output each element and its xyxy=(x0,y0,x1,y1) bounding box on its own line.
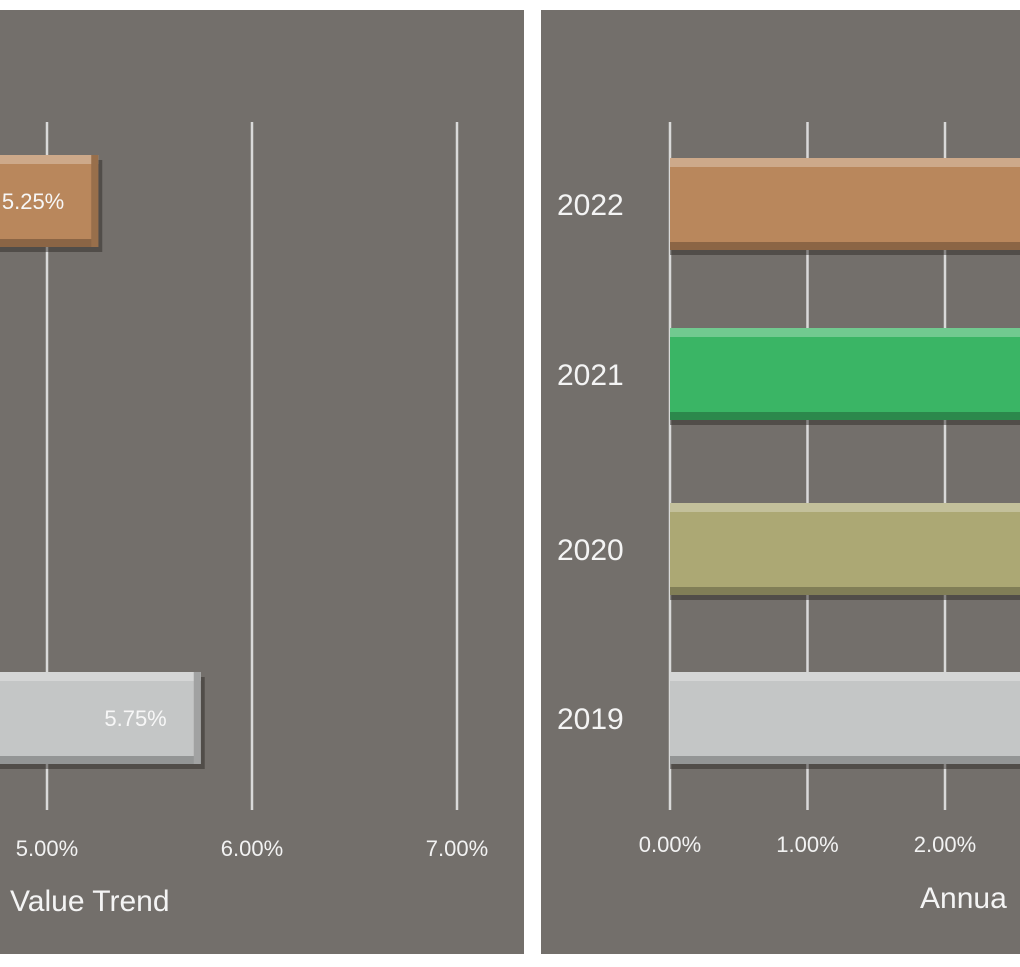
right-bar-2019 xyxy=(670,672,1020,769)
right-y-category-label: 2020 xyxy=(557,534,624,567)
left-data-label: 5.75% xyxy=(104,706,166,731)
left-chart-svg: 5.00% 6.00% 7.00% 5.25% 5.75% Value Trend xyxy=(0,122,488,918)
left-chart-panel: 5.00% 6.00% 7.00% 5.25% 5.75% Value Trend xyxy=(0,10,524,954)
left-data-label: 5.25% xyxy=(2,189,64,214)
left-x-axis-title: Value Trend xyxy=(10,885,170,918)
left-x-tick-label: 6.00% xyxy=(221,836,283,861)
right-y-category-label: 2021 xyxy=(557,359,624,392)
right-x-tick-label: 2.00% xyxy=(914,832,976,857)
right-bar-2020 xyxy=(670,503,1020,600)
left-bar-2019 xyxy=(0,672,205,769)
right-x-tick-label: 1.00% xyxy=(776,832,838,857)
right-x-axis-title: Annua xyxy=(920,882,1007,915)
right-y-category-label: 2022 xyxy=(557,189,624,222)
right-bar-2022 xyxy=(670,158,1020,255)
left-x-tick-label: 7.00% xyxy=(426,836,488,861)
right-bar-2021 xyxy=(670,328,1020,425)
right-x-tick-label: 0.00% xyxy=(639,832,701,857)
left-bar-2022 xyxy=(0,155,103,252)
left-x-tick-label: 5.00% xyxy=(16,836,78,861)
right-chart-panel: 0.00% 1.00% 2.00% 2022 2021 2020 2019 Annua xyxy=(541,10,1020,954)
right-chart-svg: 0.00% 1.00% 2.00% 2022 2021 2020 2019 Annua xyxy=(557,122,1020,915)
right-y-category-label: 2019 xyxy=(557,703,624,736)
